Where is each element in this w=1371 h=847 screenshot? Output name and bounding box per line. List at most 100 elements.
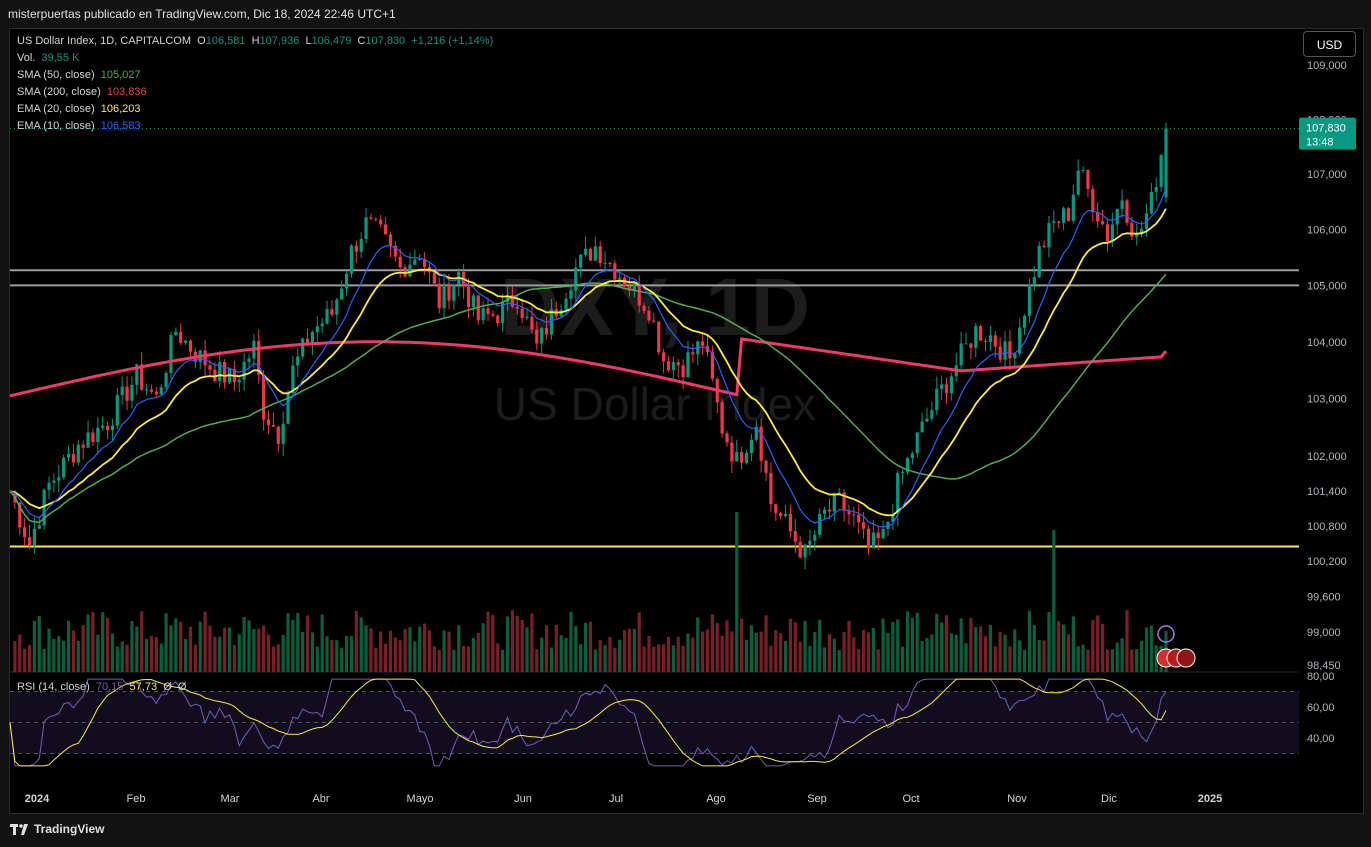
volume-bar [344, 635, 349, 672]
volume-bar [1110, 649, 1114, 672]
legend-ema10[interactable]: EMA (10, close) 106,583 [17, 118, 141, 135]
volume-bar [525, 627, 529, 672]
volume-bar [1032, 625, 1036, 672]
time-axis-label: Jun [514, 793, 532, 805]
candle-body [115, 395, 119, 426]
candle-body [105, 425, 110, 431]
candle-body [920, 421, 924, 433]
candle-body [520, 308, 524, 319]
tradingview-logo[interactable]: TradingView [10, 822, 104, 836]
candle-body [1008, 341, 1012, 359]
legend-sma200[interactable]: SMA (200, close) 103,836 [17, 84, 147, 101]
candle-body [657, 321, 661, 353]
volume-bar [783, 641, 788, 672]
volume-bar [252, 628, 256, 672]
candle-body [618, 277, 622, 280]
ema20-label: EMA (20, close) [17, 103, 95, 115]
legend-volume[interactable]: Vol. 39,55 K [17, 50, 79, 67]
time-axis-label: Mar [221, 793, 240, 805]
candle-body [213, 369, 217, 381]
candle-body [1013, 353, 1017, 359]
volume-bar [81, 624, 85, 672]
candle-body [1120, 200, 1124, 209]
price-axis-tick: 101,400 [1307, 486, 1347, 498]
volume-bar [740, 618, 744, 672]
last-price-tag [1299, 117, 1356, 150]
volume-bar [803, 620, 807, 672]
candle-body [964, 343, 968, 345]
volume-bar [374, 647, 378, 672]
candle-body [159, 387, 163, 395]
volume-bar [544, 625, 549, 672]
symbol-label[interactable]: US Dollar Index, 1D, CAPITALCOM [17, 35, 192, 47]
volume-bar [1047, 612, 1051, 672]
volume-bar [515, 616, 519, 672]
currency-button[interactable]: USD [1303, 31, 1356, 57]
volume-bar [632, 628, 636, 672]
legend-ema20[interactable]: EMA (20, close) 106,203 [17, 101, 141, 118]
candle-body [1149, 191, 1153, 214]
candle-body [910, 453, 914, 459]
candle-body [866, 528, 871, 549]
candle-body [179, 331, 183, 343]
volume-bar [496, 643, 500, 672]
volume-bar [642, 646, 646, 672]
volume-bar [101, 612, 105, 672]
volume-bar [798, 641, 802, 672]
candle-body [608, 262, 612, 264]
candle-body [125, 386, 129, 401]
candle-body [1076, 170, 1080, 195]
tradingview-logo-icon [10, 823, 30, 835]
volume-bar [18, 634, 22, 672]
candle-body [447, 283, 451, 301]
candle-body [18, 502, 22, 528]
candle-body [740, 452, 744, 463]
volume-bar [359, 617, 363, 672]
volume-bar [1071, 616, 1075, 672]
candle-body [491, 314, 495, 316]
volume-bar [296, 613, 300, 672]
candle-body [393, 245, 397, 257]
candle-body [686, 352, 690, 378]
time-axis-label: Ago [706, 793, 726, 805]
chart-panel[interactable] [9, 28, 1364, 814]
legend-sma50[interactable]: SMA (50, close) 105,027 [17, 67, 141, 84]
candle-body [847, 510, 851, 515]
volume-bar [637, 612, 641, 672]
candle-body [1032, 277, 1036, 286]
volume-bar [881, 618, 885, 672]
volume-bar [662, 644, 666, 672]
volume-bar [930, 634, 934, 672]
candle-body [671, 362, 675, 371]
candle-body [754, 426, 758, 440]
volume-bar [1086, 649, 1090, 672]
candle-body [852, 514, 856, 516]
volume-bar [413, 641, 417, 672]
volume-bar [1018, 640, 1022, 672]
volume-bar [871, 628, 875, 672]
price-axis-tick: 99,600 [1307, 592, 1341, 604]
candle-body [705, 345, 710, 353]
sma200-label: SMA (200, close) [17, 86, 101, 98]
volume-bar [974, 627, 978, 672]
volume-bar [837, 649, 841, 672]
volume-bar [1135, 649, 1139, 672]
volume-bar [940, 622, 944, 672]
volume-bar [710, 614, 714, 672]
volume-bar [305, 615, 310, 672]
candle-body [257, 340, 261, 375]
volume-bar [276, 644, 280, 672]
sma200-line [9, 337, 1168, 398]
volume-bar [861, 630, 866, 672]
legend-rsi[interactable]: RSI (14, close) 70,15 57,73 Ø Ø [17, 679, 186, 696]
candle-body [1144, 213, 1149, 229]
volume-bar [57, 636, 61, 672]
volume-bar [140, 611, 144, 672]
candle-body [930, 410, 934, 419]
candle-body [1061, 208, 1066, 223]
volume-bar [393, 637, 397, 672]
candle-body [735, 452, 739, 462]
volume-bar [466, 646, 471, 672]
candle-body [793, 531, 797, 542]
